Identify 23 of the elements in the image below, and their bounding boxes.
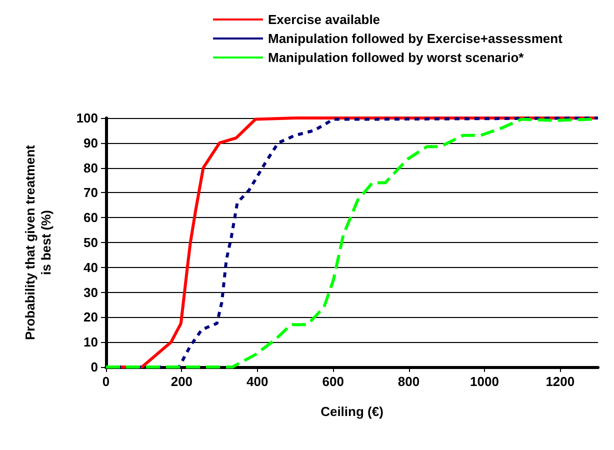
x-tick-label: 600 [322, 374, 344, 389]
y-tick-label: 90 [84, 135, 98, 150]
legend-label: Manipulation followed by Exercise+assessment [268, 31, 564, 46]
x-tick-label: 1000 [470, 374, 499, 389]
y-tick-label: 50 [84, 235, 98, 250]
y-tick-label: 100 [76, 110, 98, 126]
legend-label: Manipulation followed by worst scenario* [268, 50, 525, 65]
y-tick-label: 40 [84, 260, 98, 275]
y-tick-label: 30 [84, 284, 98, 300]
x-tick-label: 200 [170, 374, 193, 389]
y-tick-label: 10 [84, 334, 98, 350]
legend-label: Exercise available [268, 12, 380, 27]
x-tick-label: 0 [102, 374, 110, 389]
x-axis-title: Ceiling (€) [320, 404, 384, 419]
y-axis-title: Probability that given treatment is best (%) [22, 144, 54, 340]
x-tick-label: 1200 [546, 374, 575, 389]
y-tick-label: 0 [90, 360, 98, 374]
x-tick-label: 400 [246, 374, 268, 389]
y-tick-label: 20 [84, 310, 98, 325]
y-tick-label: 70 [84, 185, 98, 200]
y-tick-label: 60 [84, 210, 98, 226]
y-tick-label: 80 [84, 160, 98, 176]
x-tick-label: 800 [398, 374, 420, 389]
